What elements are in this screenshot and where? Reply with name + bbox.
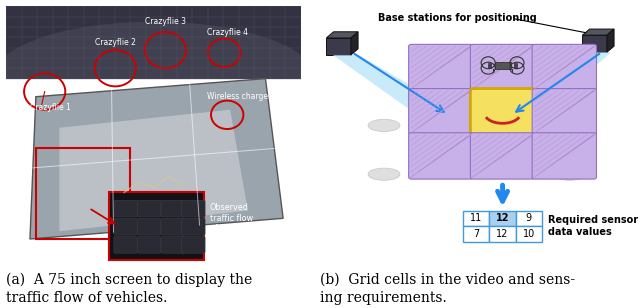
- Bar: [6, 6, 301, 79]
- Bar: [36, 148, 130, 239]
- FancyBboxPatch shape: [114, 237, 138, 253]
- Ellipse shape: [554, 119, 586, 132]
- Text: 10: 10: [523, 229, 535, 239]
- Polygon shape: [60, 110, 248, 231]
- FancyBboxPatch shape: [409, 89, 473, 135]
- Text: (b)  Grid cells in the video and sens-: (b) Grid cells in the video and sens-: [320, 273, 575, 286]
- Text: Crazyflie 4: Crazyflie 4: [207, 28, 248, 37]
- Text: 9: 9: [525, 213, 532, 223]
- Text: Crazyflie 2: Crazyflie 2: [95, 38, 136, 47]
- Text: Required sensor
data values: Required sensor data values: [548, 215, 639, 237]
- FancyBboxPatch shape: [182, 218, 205, 235]
- Text: Crazyflie 3: Crazyflie 3: [145, 17, 186, 26]
- Text: 12: 12: [497, 229, 509, 239]
- Text: 7: 7: [473, 229, 479, 239]
- Ellipse shape: [554, 168, 586, 180]
- FancyBboxPatch shape: [161, 237, 184, 253]
- FancyBboxPatch shape: [161, 218, 184, 235]
- Text: traffic flow of vehicles.: traffic flow of vehicles.: [6, 291, 168, 305]
- Polygon shape: [30, 79, 283, 239]
- Bar: [490, 211, 516, 226]
- Text: Wireless charger: Wireless charger: [207, 92, 271, 101]
- Text: 12: 12: [496, 213, 509, 223]
- FancyBboxPatch shape: [138, 200, 161, 217]
- Bar: [490, 226, 516, 242]
- Bar: [582, 35, 607, 52]
- FancyBboxPatch shape: [532, 89, 596, 135]
- FancyBboxPatch shape: [138, 218, 161, 235]
- Text: (a)  A 75 inch screen to display the: (a) A 75 inch screen to display the: [6, 273, 253, 287]
- FancyBboxPatch shape: [470, 133, 535, 179]
- Ellipse shape: [368, 119, 400, 132]
- FancyBboxPatch shape: [161, 200, 184, 217]
- Polygon shape: [607, 29, 614, 52]
- FancyBboxPatch shape: [470, 44, 535, 91]
- FancyBboxPatch shape: [532, 133, 596, 179]
- FancyBboxPatch shape: [182, 200, 205, 217]
- Polygon shape: [333, 55, 480, 125]
- FancyBboxPatch shape: [532, 44, 596, 91]
- Text: Observed
traffic flow
of vehicles: Observed traffic flow of vehicles: [209, 203, 253, 233]
- Text: Base stations for positioning: Base stations for positioning: [378, 13, 536, 23]
- Text: ing requirements.: ing requirements.: [320, 291, 447, 305]
- Bar: [516, 226, 542, 242]
- Polygon shape: [326, 32, 358, 38]
- Text: 11: 11: [470, 213, 483, 223]
- FancyBboxPatch shape: [114, 200, 138, 217]
- Bar: [488, 63, 492, 68]
- FancyBboxPatch shape: [182, 237, 205, 253]
- Text: Crazyflie 1: Crazyflie 1: [30, 103, 71, 111]
- Bar: [463, 211, 490, 226]
- Bar: [109, 192, 204, 260]
- Polygon shape: [582, 29, 614, 35]
- FancyBboxPatch shape: [409, 44, 473, 91]
- Bar: [326, 38, 351, 55]
- FancyBboxPatch shape: [114, 218, 138, 235]
- Bar: [495, 62, 511, 69]
- Ellipse shape: [368, 168, 400, 180]
- Polygon shape: [351, 32, 358, 55]
- Polygon shape: [480, 52, 611, 125]
- FancyBboxPatch shape: [409, 133, 473, 179]
- FancyBboxPatch shape: [470, 89, 535, 135]
- FancyBboxPatch shape: [138, 237, 161, 253]
- Bar: [516, 211, 542, 226]
- Bar: [463, 226, 490, 242]
- Bar: [514, 63, 517, 68]
